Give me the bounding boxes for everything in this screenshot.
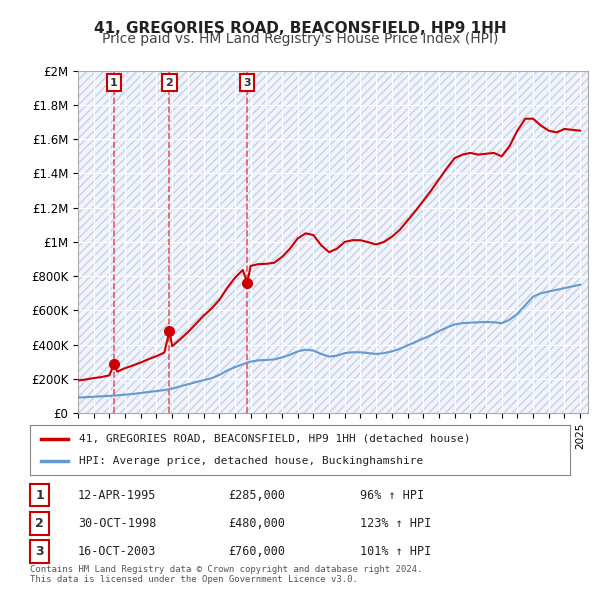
Text: HPI: Average price, detached house, Buckinghamshire: HPI: Average price, detached house, Buck…: [79, 456, 423, 466]
Text: 2: 2: [166, 78, 173, 88]
Text: £285,000: £285,000: [228, 489, 285, 502]
Text: 101% ↑ HPI: 101% ↑ HPI: [360, 545, 431, 558]
Text: 3: 3: [244, 78, 251, 88]
Text: 3: 3: [35, 545, 44, 558]
Text: 96% ↑ HPI: 96% ↑ HPI: [360, 489, 424, 502]
Text: 1: 1: [35, 489, 44, 502]
Text: 1: 1: [110, 78, 118, 88]
Text: 2: 2: [35, 517, 44, 530]
Text: 16-OCT-2003: 16-OCT-2003: [78, 545, 157, 558]
Text: £480,000: £480,000: [228, 517, 285, 530]
Text: 41, GREGORIES ROAD, BEACONSFIELD, HP9 1HH: 41, GREGORIES ROAD, BEACONSFIELD, HP9 1H…: [94, 21, 506, 35]
Text: 30-OCT-1998: 30-OCT-1998: [78, 517, 157, 530]
Text: Price paid vs. HM Land Registry's House Price Index (HPI): Price paid vs. HM Land Registry's House …: [102, 32, 498, 47]
Text: 123% ↑ HPI: 123% ↑ HPI: [360, 517, 431, 530]
Text: Contains HM Land Registry data © Crown copyright and database right 2024.
This d: Contains HM Land Registry data © Crown c…: [30, 565, 422, 584]
Text: £760,000: £760,000: [228, 545, 285, 558]
Text: 41, GREGORIES ROAD, BEACONSFIELD, HP9 1HH (detached house): 41, GREGORIES ROAD, BEACONSFIELD, HP9 1H…: [79, 434, 470, 444]
Text: 12-APR-1995: 12-APR-1995: [78, 489, 157, 502]
